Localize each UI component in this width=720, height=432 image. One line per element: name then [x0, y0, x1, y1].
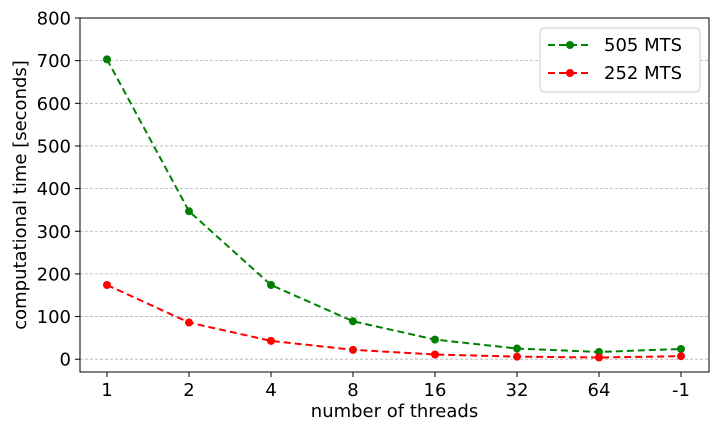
- x-tick-label: 8: [347, 380, 358, 401]
- data-point: [677, 352, 685, 361]
- data-point: [513, 352, 521, 361]
- y-tick-label: 500: [37, 136, 71, 157]
- y-tick-label: 100: [37, 307, 71, 328]
- data-point: [595, 347, 603, 356]
- x-tick-label: 64: [588, 380, 611, 401]
- data-point: [431, 335, 439, 344]
- data-point: [185, 207, 193, 216]
- data-point: [267, 280, 275, 289]
- legend-label-505: 505 MTS: [604, 35, 682, 56]
- series-layer: [103, 55, 685, 362]
- x-tick-label: 4: [265, 380, 276, 401]
- x-tick-label: 32: [506, 380, 529, 401]
- legend-box: [539, 27, 701, 93]
- legend-marker-252: [566, 69, 574, 77]
- x-tick-label: 1: [101, 380, 112, 401]
- data-point: [431, 350, 439, 359]
- y-tick-label: 700: [37, 51, 71, 72]
- x-axis: 1 2 4 8 16 32 64 -1: [101, 372, 690, 401]
- data-point: [267, 336, 275, 345]
- x-tick-label: -1: [672, 380, 690, 401]
- y-axis-title: computational time [seconds]: [10, 60, 31, 330]
- data-point: [185, 318, 193, 327]
- y-tick-label: 800: [37, 9, 71, 30]
- data-point: [103, 55, 111, 64]
- y-tick-label: 600: [37, 94, 71, 115]
- x-axis-title: number of threads: [311, 401, 478, 422]
- y-axis: 0 100 200 300 400 500 600 700 800: [37, 9, 80, 371]
- data-point: [103, 280, 111, 289]
- data-point: [513, 344, 521, 353]
- y-tick-label: 200: [37, 264, 71, 285]
- series-line-0: [106, 58, 682, 353]
- series-line-1: [106, 284, 682, 359]
- x-tick-label: 16: [424, 380, 447, 401]
- x-tick-label: 2: [183, 380, 194, 401]
- data-point: [677, 344, 685, 353]
- legend: 505 MTS 252 MTS: [539, 27, 701, 93]
- legend-label-252: 252 MTS: [604, 63, 682, 84]
- y-tick-label: 0: [60, 350, 71, 371]
- data-point: [349, 345, 357, 354]
- y-tick-label: 300: [37, 222, 71, 243]
- data-point: [349, 317, 357, 326]
- plot-area-frame: [79, 17, 710, 373]
- data-point: [595, 353, 603, 362]
- y-tick-label: 400: [37, 179, 71, 200]
- legend-marker-505: [566, 41, 574, 49]
